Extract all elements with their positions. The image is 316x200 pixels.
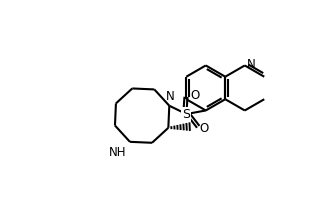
Text: NH: NH xyxy=(109,146,126,159)
Text: O: O xyxy=(200,122,209,135)
Text: S: S xyxy=(182,108,190,121)
Text: N: N xyxy=(166,90,175,103)
Text: N: N xyxy=(247,58,255,71)
Text: O: O xyxy=(190,89,200,102)
